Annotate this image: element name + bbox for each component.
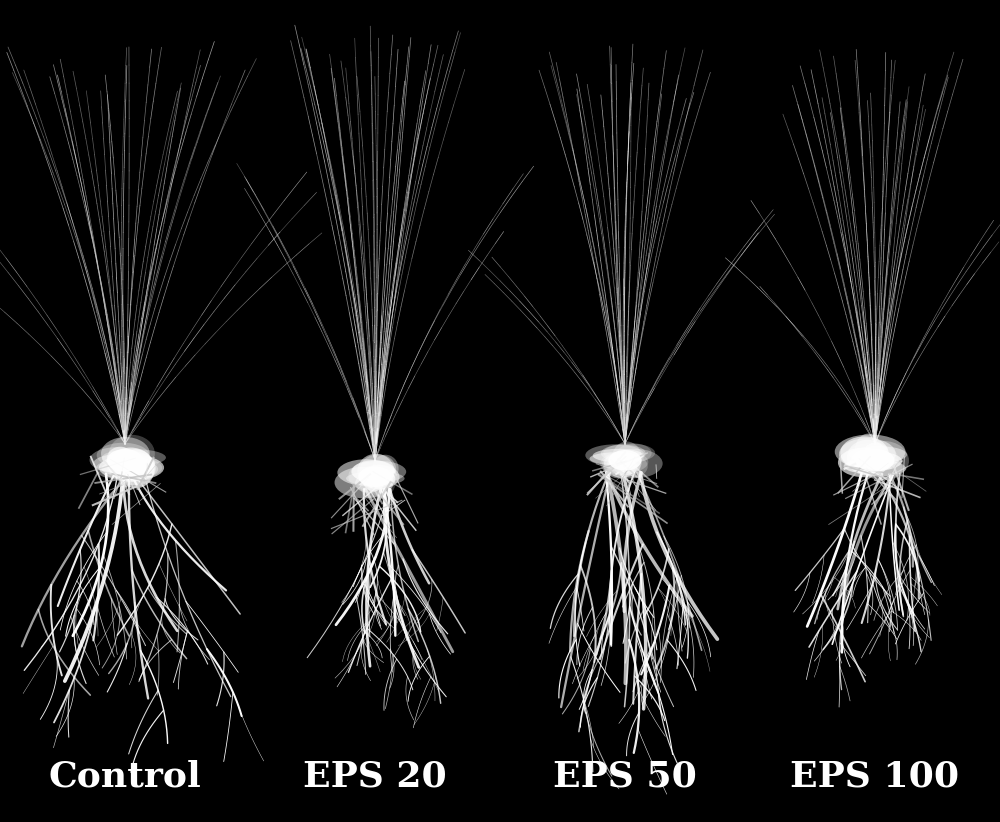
Ellipse shape	[593, 449, 644, 462]
Ellipse shape	[117, 450, 155, 488]
Ellipse shape	[855, 433, 882, 470]
Ellipse shape	[607, 454, 648, 479]
Ellipse shape	[608, 449, 663, 478]
Ellipse shape	[357, 454, 394, 488]
Ellipse shape	[335, 467, 394, 498]
Ellipse shape	[835, 435, 905, 469]
Ellipse shape	[850, 450, 881, 473]
Ellipse shape	[855, 452, 902, 470]
Ellipse shape	[602, 455, 631, 474]
Ellipse shape	[590, 452, 640, 465]
Ellipse shape	[371, 469, 395, 488]
Ellipse shape	[612, 441, 642, 477]
Ellipse shape	[93, 454, 146, 473]
Text: EPS 50: EPS 50	[553, 760, 697, 794]
Ellipse shape	[858, 441, 909, 480]
Ellipse shape	[843, 444, 898, 473]
Ellipse shape	[839, 438, 896, 469]
Ellipse shape	[337, 459, 395, 486]
Text: EPS 20: EPS 20	[303, 760, 447, 794]
Ellipse shape	[604, 453, 635, 478]
Text: Control: Control	[49, 760, 201, 794]
Ellipse shape	[863, 455, 903, 480]
Ellipse shape	[352, 460, 396, 483]
Ellipse shape	[603, 459, 640, 477]
Ellipse shape	[358, 464, 400, 489]
Ellipse shape	[360, 467, 389, 501]
Text: EPS 100: EPS 100	[790, 760, 960, 794]
Ellipse shape	[619, 459, 637, 475]
Ellipse shape	[855, 460, 906, 477]
Ellipse shape	[838, 448, 889, 478]
Ellipse shape	[107, 457, 162, 478]
Ellipse shape	[348, 462, 385, 490]
Ellipse shape	[372, 455, 399, 483]
Ellipse shape	[604, 451, 648, 473]
Ellipse shape	[107, 446, 134, 470]
Ellipse shape	[603, 443, 655, 462]
Ellipse shape	[864, 442, 888, 462]
Ellipse shape	[358, 467, 392, 487]
Ellipse shape	[847, 440, 888, 475]
Ellipse shape	[346, 471, 405, 486]
Ellipse shape	[107, 449, 143, 472]
Ellipse shape	[108, 447, 153, 482]
Ellipse shape	[90, 447, 144, 473]
Ellipse shape	[360, 455, 396, 484]
Ellipse shape	[351, 461, 406, 483]
Ellipse shape	[109, 435, 155, 473]
Ellipse shape	[617, 444, 652, 463]
Ellipse shape	[844, 459, 889, 473]
Ellipse shape	[585, 445, 645, 466]
Ellipse shape	[95, 458, 158, 481]
Ellipse shape	[355, 473, 383, 492]
Ellipse shape	[111, 451, 156, 485]
Ellipse shape	[102, 449, 166, 466]
Ellipse shape	[849, 446, 907, 463]
Ellipse shape	[101, 460, 148, 476]
Ellipse shape	[600, 452, 641, 476]
Ellipse shape	[101, 437, 150, 470]
Ellipse shape	[608, 450, 642, 470]
Ellipse shape	[369, 469, 395, 497]
Ellipse shape	[99, 455, 164, 481]
Ellipse shape	[97, 443, 149, 468]
Ellipse shape	[362, 466, 385, 492]
Ellipse shape	[115, 453, 155, 474]
Ellipse shape	[840, 436, 889, 469]
Ellipse shape	[601, 445, 646, 462]
Ellipse shape	[856, 449, 895, 472]
